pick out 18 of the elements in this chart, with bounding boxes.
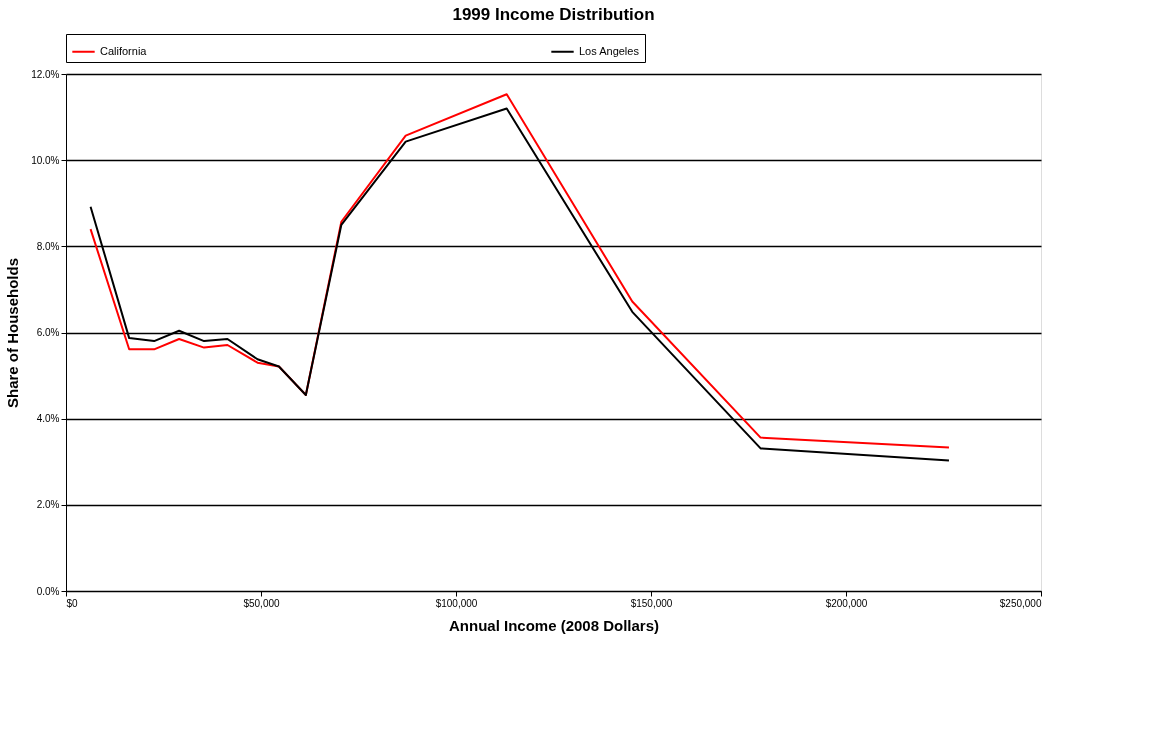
y-tick-label: 12.0% bbox=[31, 68, 60, 80]
y-tick-label: 0.0% bbox=[36, 585, 60, 597]
x-axis-title: Annual Income (2008 Dollars) bbox=[448, 616, 660, 634]
y-axis-title: Share of Households bbox=[4, 257, 22, 409]
y-tick-label: 4.0% bbox=[36, 413, 60, 425]
x-tick-label: $250,000 bbox=[999, 597, 1042, 609]
x-tick-label: $150,000 bbox=[630, 597, 673, 609]
y-tick-label: 10.0% bbox=[31, 154, 60, 166]
x-tick-label: $200,000 bbox=[825, 597, 868, 609]
x-tick-label: $0 bbox=[66, 597, 79, 609]
y-tick-label: 2.0% bbox=[36, 499, 60, 511]
legend-label: Los Angeles bbox=[579, 44, 640, 57]
chart-title: 1999 Income Distribution bbox=[452, 4, 655, 24]
x-tick-label: $50,000 bbox=[243, 597, 281, 609]
y-tick-label: 6.0% bbox=[36, 327, 60, 338]
y-tick-label: 8.0% bbox=[36, 240, 60, 252]
x-tick-label: $100,000 bbox=[435, 597, 478, 609]
legend-label: California bbox=[100, 44, 148, 57]
